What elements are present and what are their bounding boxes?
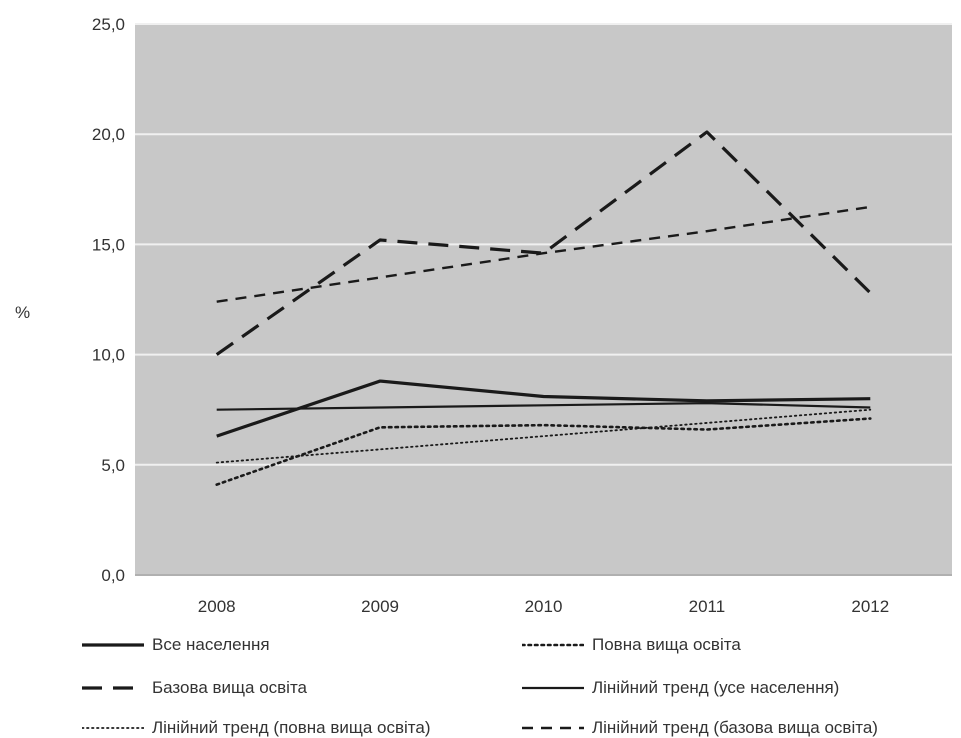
y-tick-label: 20,0 xyxy=(92,125,125,144)
y-axis-label: % xyxy=(15,303,30,322)
y-tick-label: 15,0 xyxy=(92,235,125,254)
x-axis-ticks: 2008 2009 2010 2011 2012 xyxy=(198,597,889,616)
x-tick-label: 2008 xyxy=(198,597,236,616)
y-tick-label: 25,0 xyxy=(92,15,125,34)
series-line xyxy=(216,401,871,411)
y-axis-ticks: 0,0 5,0 10,0 15,0 20,0 25,0 xyxy=(92,15,125,585)
series-line xyxy=(215,417,872,486)
series-lines xyxy=(215,130,872,486)
x-tick-label: 2009 xyxy=(361,597,399,616)
x-tick-label: 2011 xyxy=(689,597,726,616)
x-tick-label: 2010 xyxy=(525,597,563,616)
series-line xyxy=(215,130,872,356)
plot-area xyxy=(135,24,952,575)
y-tick-label: 10,0 xyxy=(92,346,125,365)
series-line xyxy=(215,408,872,464)
y-tick-label: 0,0 xyxy=(101,566,125,585)
series-line xyxy=(216,205,871,303)
series-line xyxy=(216,379,871,438)
y-tick-label: 5,0 xyxy=(101,456,125,475)
x-tick-label: 2012 xyxy=(851,597,889,616)
